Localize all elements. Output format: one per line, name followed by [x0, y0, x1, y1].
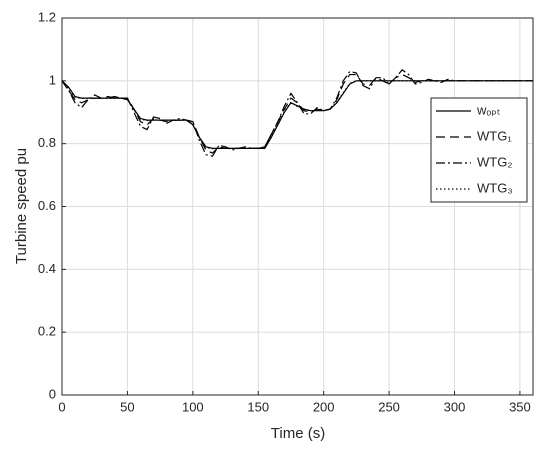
y-tick-label: 0 — [49, 386, 56, 401]
series-line — [61, 80, 533, 150]
x-tick-label: 200 — [313, 399, 335, 414]
legend-label: WTG₁ — [477, 128, 512, 143]
series-line — [61, 73, 533, 154]
y-axis-label: Turbine speed pu — [13, 148, 30, 264]
x-tick-label: 300 — [444, 399, 466, 414]
legend-label: WTG₂ — [477, 154, 512, 169]
y-tick-label: 1 — [49, 72, 56, 87]
y-tick-label: 0.2 — [38, 324, 56, 339]
legend-label: wₒₚₜ — [476, 102, 501, 117]
x-tick-label: 100 — [182, 399, 204, 414]
x-tick-label: 350 — [509, 399, 531, 414]
x-axis-label: Time (s) — [271, 425, 325, 442]
x-tick-label: 250 — [378, 399, 400, 414]
x-tick-label: 50 — [120, 399, 134, 414]
y-tick-label: 0.8 — [38, 135, 56, 150]
legend-box — [430, 97, 528, 203]
y-tick-label: 0.6 — [38, 198, 56, 213]
legend-label: WTG₃ — [477, 180, 513, 195]
plot-frame — [61, 17, 534, 396]
x-tick-label: 0 — [58, 399, 65, 414]
y-tick-label: 1.2 — [38, 9, 56, 24]
y-tick-label: 0.4 — [38, 261, 56, 276]
x-tick-label: 150 — [247, 399, 269, 414]
